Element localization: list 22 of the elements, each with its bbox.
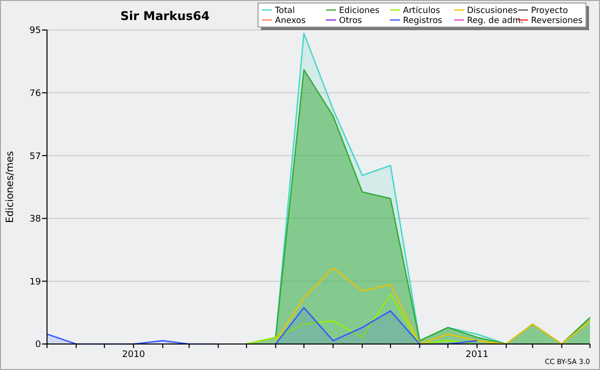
chart-title: Sir Markus64 bbox=[120, 9, 210, 23]
line-series bbox=[275, 267, 591, 345]
x-tick-label: 2011 bbox=[466, 350, 489, 360]
legend-label: Reversiones bbox=[531, 16, 584, 26]
line-series bbox=[246, 294, 478, 345]
y-axis-title: Ediciones/mes bbox=[5, 150, 16, 224]
y-tick-label: 57 bbox=[30, 152, 41, 162]
legend-label: Reg. de adm. bbox=[467, 16, 524, 26]
y-tick-label: 38 bbox=[30, 214, 42, 225]
legend-label: Total bbox=[274, 6, 295, 16]
y-tick-label: 76 bbox=[30, 88, 42, 99]
y-tick-label: 95 bbox=[30, 26, 41, 36]
legend-label: Proyecto bbox=[531, 6, 568, 16]
y-tick-label: 0 bbox=[35, 340, 42, 350]
legend-label: Anexos bbox=[275, 16, 306, 26]
legend-label: Otros bbox=[339, 16, 363, 26]
legend-label: Ediciones bbox=[339, 6, 380, 16]
x-tick-label: 2010 bbox=[122, 350, 146, 360]
legend-label: Artículos bbox=[403, 6, 441, 16]
legend-label: Registros bbox=[403, 16, 443, 26]
y-tick-label: 19 bbox=[30, 277, 42, 288]
legend-label: Discusiones bbox=[467, 6, 518, 16]
